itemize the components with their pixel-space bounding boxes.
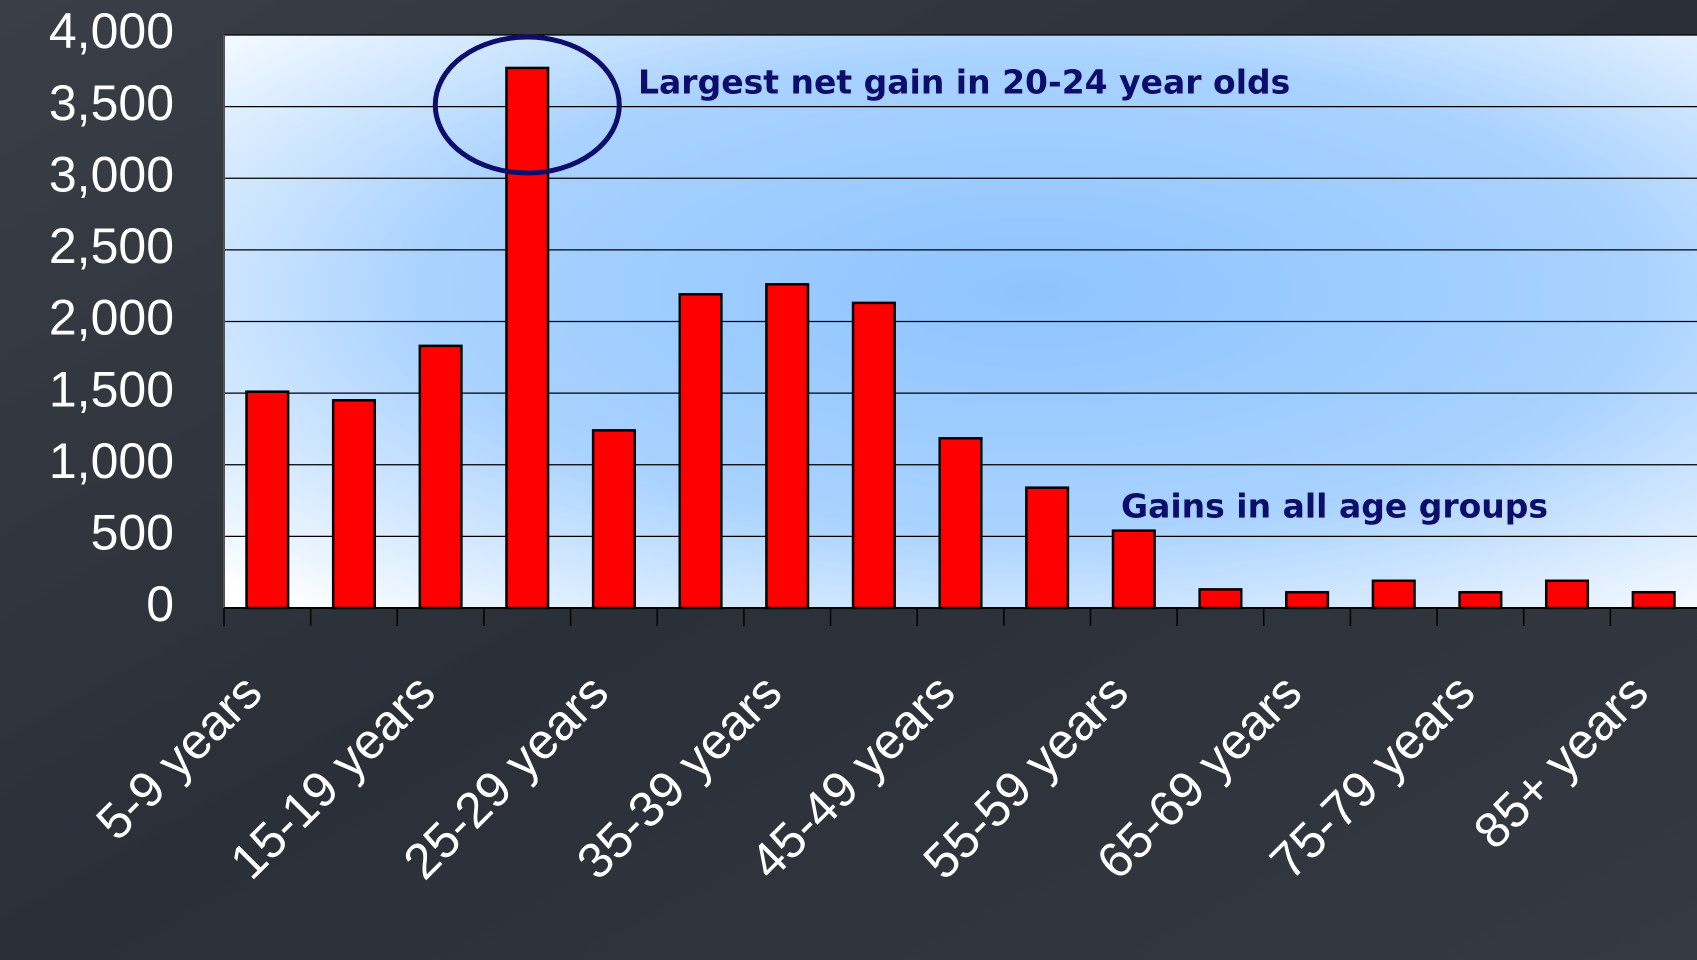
bar [1200,589,1242,608]
bar [1026,488,1068,608]
bar [853,303,895,608]
y-tick-label: 4,000 [49,3,174,59]
bar [506,68,548,608]
y-tick-label: 1,500 [49,361,174,417]
y-tick-label: 0 [146,576,174,632]
y-tick-label: 1,000 [49,433,174,489]
bar [247,392,289,608]
bar [593,430,635,608]
bar [940,438,982,608]
bar [766,284,808,608]
bar [1286,592,1328,608]
bar [680,294,722,608]
bar [1546,581,1588,608]
y-tick-label: 3,000 [49,146,174,202]
y-tick-label: 3,500 [49,75,174,131]
y-tick-label: 2,000 [49,290,174,346]
annotation: Gains in all age groups [1121,487,1548,526]
bar [1113,531,1155,608]
y-tick-label: 500 [91,505,174,561]
chart: 05001,0001,5002,0002,5003,0003,5004,0005… [0,0,1697,960]
bar [1633,592,1675,608]
bar [1373,581,1415,608]
y-tick-label: 2,500 [49,218,174,274]
bar [1460,592,1502,608]
annotation: Largest net gain in 20-24 year olds [638,63,1290,102]
bar [420,346,462,608]
bar [333,400,375,608]
